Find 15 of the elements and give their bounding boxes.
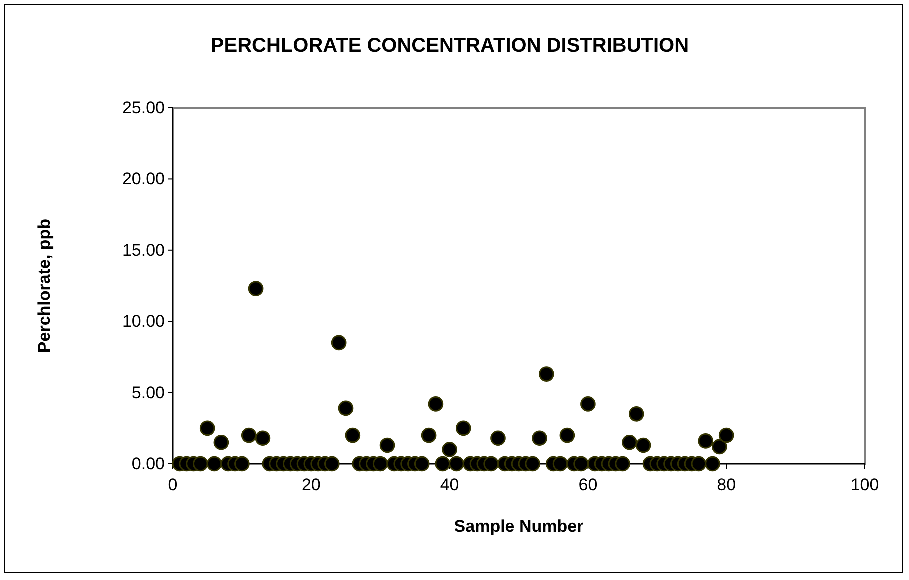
y-tick-label: 20.00 — [122, 170, 165, 189]
x-tick-label: 100 — [850, 476, 880, 495]
y-tick-label: 25.00 — [122, 98, 165, 118]
chart-title: PERCHLORATE CONCENTRATION DISTRIBUTION — [210, 35, 690, 57]
x-axis-title: Sample Number — [454, 517, 584, 536]
y-tick-label: 15.00 — [122, 240, 165, 260]
x-tick-label: 20 — [302, 476, 321, 495]
x-tick-label: 80 — [717, 476, 736, 495]
y-tick-label: 5.00 — [132, 383, 165, 402]
x-tick-label: 40 — [440, 476, 460, 495]
x-tick-label: 0 — [168, 476, 178, 495]
x-tick-label: 60 — [578, 476, 598, 495]
y-tick-label: 10.00 — [122, 312, 165, 332]
y-axis-title: Perchlorate, ppb — [35, 218, 54, 354]
y-tick-label: 0.00 — [132, 454, 165, 474]
